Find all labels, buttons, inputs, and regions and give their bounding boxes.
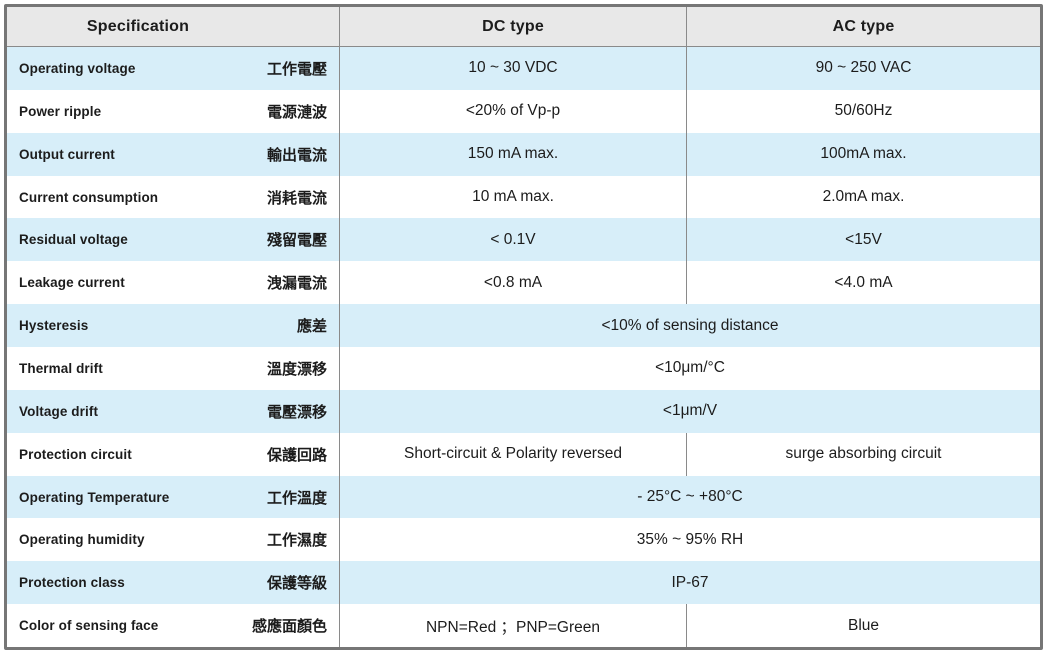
ac-value: surge absorbing circuit [785,445,942,463]
spec-label-en: Operating humidity [19,532,145,548]
spec-label-zh: 感應面顏色 [251,618,327,636]
table-row-protection-class: Protection class 保護等級 IP-67 [7,561,1040,605]
dc-value: 10 mA max. [340,175,687,219]
spec-label-en: Power ripple [19,103,102,119]
table-row-voltage-drift: Voltage drift 電壓漂移 <1μm/V [7,389,1040,433]
merged-value: <10% of sensing distance [601,316,779,334]
ac-value: <4.0 mA [834,273,893,291]
spec-cell: Protection class 保護等級 [7,561,340,605]
spec-label-zh: 工作電壓 [266,60,327,78]
table-row-operating-temperature: Operating Temperature 工作溫度 - 25°C ~ +80°… [7,475,1040,519]
header-ac-type: AC type [832,17,895,35]
spec-label-zh: 應差 [296,318,327,336]
dc-value: <0.8 mA [340,261,687,305]
spec-cell: Power ripple 電源漣波 [7,89,340,133]
table-row-hysteresis: Hysteresis 應差 <10% of sensing distance [7,304,1040,348]
table-row-color-of-sensing-face: Color of sensing face 感應面顏色 NPN=Red ；PNP… [7,604,1040,647]
merged-value: <10μm/°C [655,359,725,377]
spec-cell: Thermal drift 溫度漂移 [7,347,340,390]
spec-label-en: Operating voltage [19,60,136,76]
spec-label-en: Leakage current [19,275,125,291]
ac-value: <15V [845,230,882,248]
dc-value: 150 mA max. [340,132,687,176]
table-body: Operating voltage 工作電壓 10 ~ 30 VDC 90 ~ … [7,47,1040,647]
table-row-power-ripple: Power ripple 電源漣波 <20% of Vp-p 50/60Hz [7,89,1040,133]
spec-label-en: Hysteresis [19,318,89,334]
ac-value: Blue [847,616,880,634]
spec-cell: Operating Temperature 工作溫度 [7,475,340,519]
spec-label-zh: 輸出電流 [266,146,327,164]
spec-label-en: Output current [19,146,115,162]
table-header-row: Specification DC type AC type [7,7,1040,47]
header-specification: Specification [7,7,340,46]
spec-cell: Operating humidity 工作濕度 [7,518,340,562]
merged-value: IP-67 [671,573,709,591]
dc-value: < 0.1V [340,218,687,262]
table-row-current-consumption: Current consumption 消耗電流 10 mA max. 2.0m… [7,175,1040,219]
spec-cell: Hysteresis 應差 [7,304,340,348]
spec-label-zh: 保護等級 [266,575,327,593]
ac-value: 50/60Hz [834,102,893,120]
table-row-output-current: Output current 輸出電流 150 mA max. 100mA ma… [7,132,1040,176]
spec-label-zh: 工作濕度 [266,532,327,550]
spec-label-en: Protection circuit [19,446,132,462]
spec-label-en: Current consumption [19,189,159,205]
spec-cell: Output current 輸出電流 [7,132,340,176]
spec-label-zh: 保護回路 [266,446,327,464]
table-row-operating-humidity: Operating humidity 工作濕度 35% ~ 95% RH [7,518,1040,562]
specification-table: Specification DC type AC type Operating … [4,4,1043,650]
spec-cell: Residual voltage 殘留電壓 [7,218,340,262]
spec-cell: Current consumption 消耗電流 [7,175,340,219]
ac-value: 90 ~ 250 VAC [815,59,912,77]
merged-value: 35% ~ 95% RH [636,530,744,548]
header-dc-type: DC type [340,7,687,46]
spec-cell: Protection circuit 保護回路 [7,432,340,476]
table-row-operating-voltage: Operating voltage 工作電壓 10 ~ 30 VDC 90 ~ … [7,47,1040,90]
dc-value: Short-circuit & Polarity reversed [340,432,687,476]
merged-value: - 25°C ~ +80°C [637,488,743,506]
spec-label-en: Residual voltage [19,232,128,248]
spec-label-zh: 溫度漂移 [266,360,327,378]
spec-cell: Operating voltage 工作電壓 [7,47,340,90]
spec-label-en: Color of sensing face [19,618,159,634]
spec-label-zh: 洩漏電流 [266,275,327,293]
dc-value: NPN=Red ；PNP=Green [340,604,687,647]
spec-label-en: Operating Temperature [19,489,170,505]
spec-cell: Voltage drift 電壓漂移 [7,389,340,433]
spec-label-zh: 電壓漂移 [266,403,327,421]
ac-value: 100mA max. [820,145,907,163]
merged-value: <1μm/V [662,402,718,420]
table-row-protection-circuit: Protection circuit 保護回路 Short-circuit & … [7,432,1040,476]
spec-label-en: Thermal drift [19,360,103,376]
spec-cell: Leakage current 洩漏電流 [7,261,340,305]
table-row-thermal-drift: Thermal drift 溫度漂移 <10μm/°C [7,347,1040,390]
spec-label-zh: 殘留電壓 [266,232,327,250]
table-row-leakage-current: Leakage current 洩漏電流 <0.8 mA <4.0 mA [7,261,1040,305]
spec-label-zh: 電源漣波 [266,103,327,121]
dc-value: <20% of Vp-p [340,89,687,133]
spec-label-zh: 工作溫度 [266,489,327,507]
spec-label-en: Protection class [19,575,125,591]
spec-label-zh: 消耗電流 [266,189,327,207]
table-row-residual-voltage: Residual voltage 殘留電壓 < 0.1V <15V [7,218,1040,262]
ac-value: 2.0mA max. [822,188,905,205]
dc-value: 10 ~ 30 VDC [340,47,687,90]
spec-label-en: Voltage drift [19,403,99,419]
spec-cell: Color of sensing face 感應面顏色 [7,604,340,647]
